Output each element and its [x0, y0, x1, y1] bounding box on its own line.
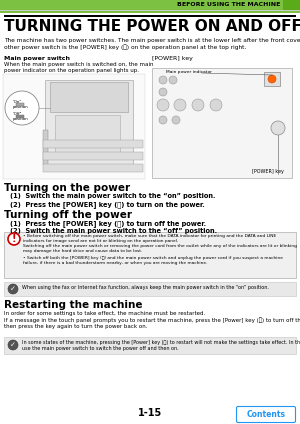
- Text: Main power indicator: Main power indicator: [166, 70, 212, 74]
- Circle shape: [268, 75, 276, 83]
- Bar: [4, 337, 296, 354]
- Text: Restarting the machine: Restarting the machine: [4, 300, 142, 310]
- Circle shape: [5, 91, 39, 125]
- Bar: [55, 115, 120, 155]
- Circle shape: [271, 121, 285, 135]
- Bar: [264, 72, 280, 86]
- Text: ✓: ✓: [10, 286, 16, 292]
- Bar: [16, 103, 24, 106]
- Bar: [45, 80, 133, 170]
- Text: TURNING THE POWER ON AND OFF: TURNING THE POWER ON AND OFF: [4, 19, 300, 34]
- FancyBboxPatch shape: [236, 407, 296, 422]
- Bar: [43, 140, 143, 148]
- Text: 1-15: 1-15: [138, 408, 162, 418]
- Text: Contents: Contents: [247, 410, 286, 419]
- Text: [POWER] key: [POWER] key: [252, 169, 284, 174]
- Text: (2)  Switch the main power switch to the “off” position.: (2) Switch the main power switch to the …: [10, 228, 217, 234]
- Bar: [4, 232, 296, 278]
- Bar: [50, 82, 128, 112]
- Bar: [0, 10, 300, 11]
- Bar: [4, 282, 296, 296]
- Circle shape: [172, 116, 180, 124]
- Bar: [43, 130, 48, 165]
- Text: [POWER] key: [POWER] key: [152, 56, 193, 61]
- Text: Main power switch: Main power switch: [4, 56, 70, 61]
- Text: !: !: [12, 234, 16, 244]
- Circle shape: [8, 340, 18, 350]
- Bar: [4, 15, 296, 17]
- Text: When using the fax or Internet fax function, always keep the main power switch i: When using the fax or Internet fax funct…: [22, 285, 269, 290]
- Text: BEFORE USING THE MACHINE: BEFORE USING THE MACHINE: [177, 3, 280, 8]
- Bar: [0, 11, 300, 13]
- Bar: [152, 68, 292, 178]
- Text: • Before switching off the main power switch, make sure that the DATA indicator : • Before switching off the main power sw…: [23, 234, 297, 253]
- Text: Turning off the power: Turning off the power: [4, 210, 132, 220]
- Text: "On"
position: "On" position: [13, 100, 29, 109]
- Text: When the main power switch is switched on, the main
power indicator on the opera: When the main power switch is switched o…: [4, 62, 154, 73]
- Circle shape: [8, 233, 20, 245]
- Circle shape: [159, 88, 167, 96]
- Circle shape: [159, 76, 167, 84]
- Text: ✓: ✓: [10, 342, 16, 348]
- Bar: [283, 0, 300, 10]
- Circle shape: [192, 99, 204, 111]
- Bar: [4, 17, 296, 18]
- Bar: [0, 0, 300, 10]
- Bar: [3, 74, 145, 179]
- Bar: [43, 152, 143, 160]
- Text: (1)  Press the [POWER] key (ⓨ) to turn off the power.: (1) Press the [POWER] key (ⓨ) to turn of…: [10, 220, 206, 227]
- Text: "Off"
position: "Off" position: [13, 112, 29, 121]
- Text: (1)  Switch the main power switch to the “on” position.: (1) Switch the main power switch to the …: [10, 193, 215, 199]
- Text: • Switch off both the [POWER] key (ⓨ) and the main power switch and unplug the p: • Switch off both the [POWER] key (ⓨ) an…: [23, 256, 283, 265]
- Circle shape: [169, 76, 177, 84]
- Bar: [43, 164, 143, 172]
- Circle shape: [8, 284, 18, 294]
- Circle shape: [157, 99, 169, 111]
- Circle shape: [174, 99, 186, 111]
- Bar: [16, 115, 24, 118]
- Circle shape: [210, 99, 222, 111]
- Text: (2)  Press the [POWER] key (ⓨ) to turn on the power.: (2) Press the [POWER] key (ⓨ) to turn on…: [10, 201, 205, 208]
- Circle shape: [159, 116, 167, 124]
- Text: In some states of the machine, pressing the [Power] key (ⓨ) to restart will not : In some states of the machine, pressing …: [22, 340, 300, 351]
- Text: In order for some settings to take effect, the machine must be restarted.
If a m: In order for some settings to take effec…: [4, 311, 300, 329]
- Text: Turning on the power: Turning on the power: [4, 183, 130, 193]
- Text: The machine has two power switches. The main power switch is at the lower left a: The machine has two power switches. The …: [4, 38, 300, 50]
